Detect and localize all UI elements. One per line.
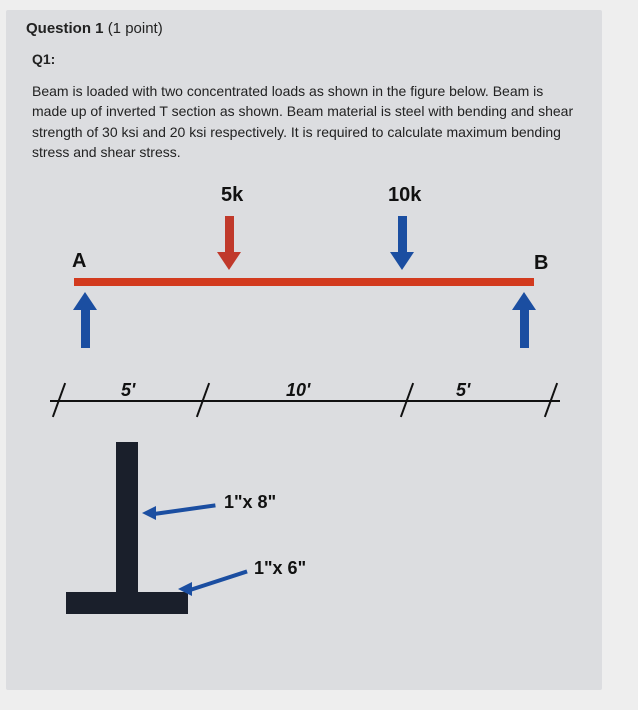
beam-figure: 5k 10k A B 5' 10' 5 <box>26 182 586 662</box>
question-title: Question 1 <box>26 20 104 37</box>
support-b-label: B <box>534 252 548 275</box>
question-label: Q1: <box>32 51 582 67</box>
question-header: Question 1 (1 point) <box>26 20 582 37</box>
load-p2-label: 10k <box>388 184 421 207</box>
t-section-flange <box>66 592 188 614</box>
section-flange-label: 1"x 6" <box>254 558 306 579</box>
span-s3: 5' <box>456 380 470 401</box>
question-statement: Beam is loaded with two concentrated loa… <box>32 81 576 162</box>
span-s2: 10' <box>286 380 310 401</box>
leader-flange <box>189 570 247 592</box>
page: Question 1 (1 point) Q1: Beam is loaded … <box>6 10 602 690</box>
question-points: (1 point) <box>108 20 163 37</box>
section-web-label: 1"x 8" <box>224 492 276 513</box>
span-s1: 5' <box>121 380 135 401</box>
beam-element <box>74 278 534 286</box>
load-p1-label: 5k <box>221 184 243 207</box>
support-a-label: A <box>72 250 86 273</box>
leader-web <box>154 504 216 517</box>
t-section-web <box>116 442 138 592</box>
